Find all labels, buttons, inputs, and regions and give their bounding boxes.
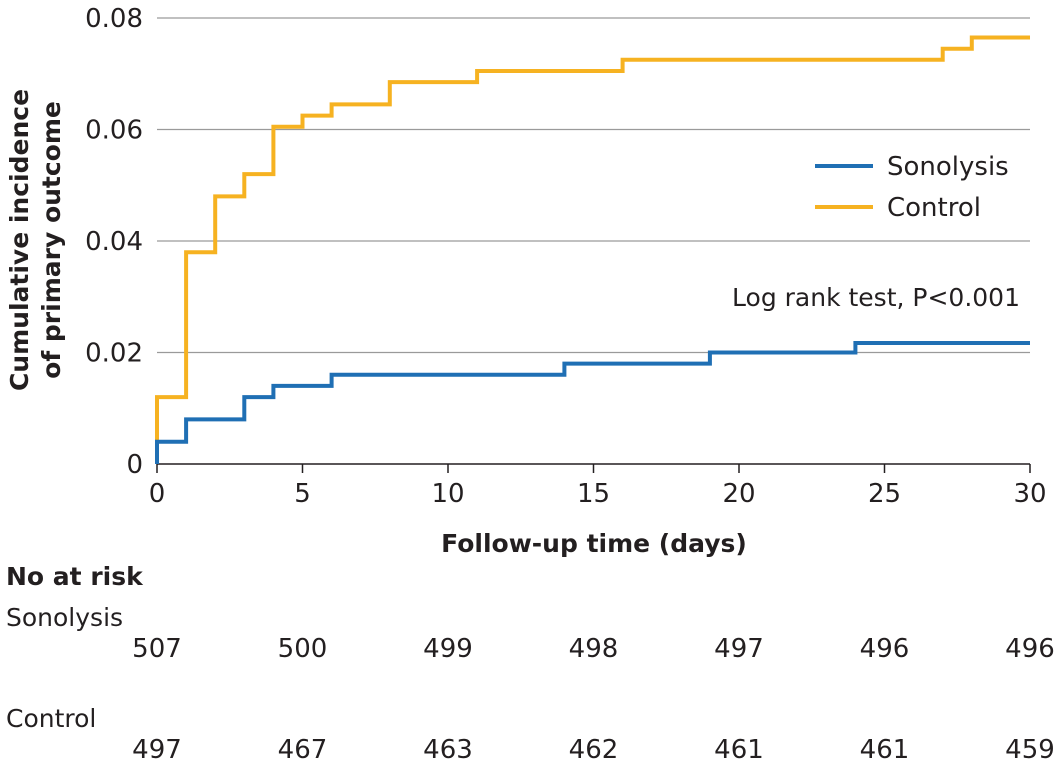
risk-value-sonolysis: 500 xyxy=(278,634,328,664)
series-line-control xyxy=(155,35,1030,442)
risk-row-label-control: Control xyxy=(6,704,96,733)
risk-row-label-sonolysis: Sonolysis xyxy=(6,603,123,632)
risk-value-control: 461 xyxy=(860,735,910,765)
x-axis-title: Follow-up time (days) xyxy=(441,529,747,558)
risk-value-sonolysis: 496 xyxy=(860,634,910,664)
risk-value-sonolysis: 498 xyxy=(569,634,619,664)
legend-label-sonolysis: Sonolysis xyxy=(887,152,1009,182)
gridlines xyxy=(157,17,1030,354)
y-tick-label: 0.04 xyxy=(85,227,143,257)
x-tick-label: 5 xyxy=(294,479,311,509)
risk-value-sonolysis: 497 xyxy=(714,634,764,664)
y-axis-ticks: 0 0.02 0.04 0.06 0.08 xyxy=(85,4,143,480)
risk-value-control: 497 xyxy=(132,735,182,765)
series-line-sonolysis xyxy=(155,341,1030,464)
series-lines xyxy=(155,35,1030,464)
y-tick-label: 0.02 xyxy=(85,339,143,369)
log-rank-annotation: Log rank test, P<0.001 xyxy=(732,283,1020,312)
x-tick-label: 25 xyxy=(868,479,901,509)
risk-value-control: 459 xyxy=(1005,735,1055,765)
risk-value-sonolysis: 499 xyxy=(423,634,473,664)
x-axis-ticks: 0 5 10 15 20 25 30 xyxy=(149,464,1047,509)
y-tick-label: 0 xyxy=(126,450,143,480)
risk-value-control: 462 xyxy=(569,735,619,765)
risk-table: No at risk Sonolysis Control 507 500 499 49… xyxy=(6,562,1055,765)
legend-label-control: Control xyxy=(887,193,981,223)
x-tick-label: 10 xyxy=(431,479,464,509)
risk-value-control: 467 xyxy=(278,735,328,765)
risk-value-sonolysis: 496 xyxy=(1005,634,1055,664)
x-tick-label: 20 xyxy=(722,479,755,509)
risk-value-control: 461 xyxy=(714,735,764,765)
x-tick-label: 15 xyxy=(577,479,610,509)
risk-value-sonolysis: 507 xyxy=(132,634,182,664)
risk-value-control: 463 xyxy=(423,735,473,765)
y-axis-title-line-2: of primary outcome xyxy=(37,101,66,379)
risk-table-title: No at risk xyxy=(6,562,144,591)
legend: Sonolysis Control xyxy=(815,152,1009,223)
y-tick-label: 0.08 xyxy=(85,4,143,34)
risk-table-values: 507 500 499 498 497 496 496 497 467 463 462 461 461 4… xyxy=(132,634,1055,765)
y-axis-title-line-1: Cumulative incidence xyxy=(5,89,34,391)
x-tick-label: 0 xyxy=(149,479,166,509)
x-tick-label: 30 xyxy=(1013,479,1046,509)
y-tick-label: 0.06 xyxy=(85,116,143,146)
